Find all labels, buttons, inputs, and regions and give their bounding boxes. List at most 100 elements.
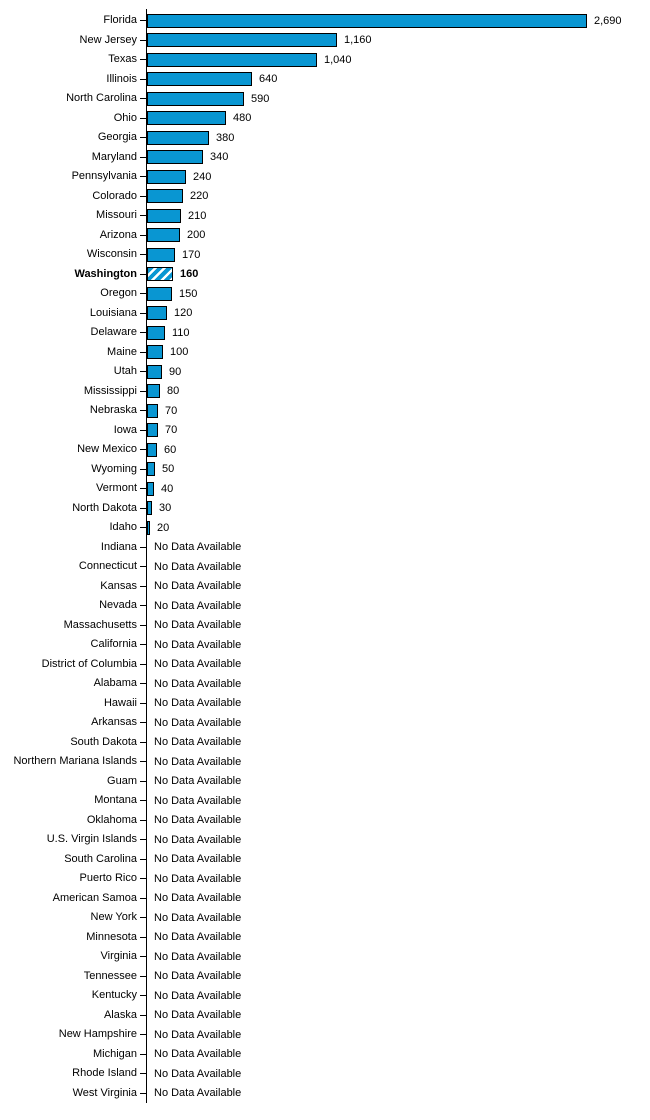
state-bar[interactable] <box>147 91 244 106</box>
state-bar[interactable] <box>147 228 180 243</box>
chart-row: West Virginia No Data Available <box>0 1084 650 1104</box>
state-bar[interactable] <box>147 384 160 399</box>
tick-mark-icon <box>140 605 146 607</box>
state-bar[interactable] <box>147 286 172 301</box>
state-label: Alabama <box>93 677 137 690</box>
no-data-label: No Data Available <box>154 560 242 573</box>
value-label: 210 <box>188 209 207 222</box>
state-bar[interactable] <box>147 306 167 321</box>
value-label: 120 <box>174 307 193 320</box>
tick-mark-icon <box>140 176 146 178</box>
tick-mark-icon <box>140 624 146 626</box>
value-label: 110 <box>172 326 190 339</box>
value-label: 2,690 <box>594 14 622 27</box>
tick-mark-icon <box>140 156 146 158</box>
state-label: Georgia <box>97 131 137 144</box>
state-label: New Jersey <box>79 33 137 46</box>
state-label: Washington <box>74 267 137 280</box>
chart-row: Wyoming 50 <box>0 460 650 480</box>
chart-row: Guam No Data Available <box>0 772 650 792</box>
state-bar[interactable] <box>147 33 337 48</box>
state-label: Minnesota <box>86 930 137 943</box>
no-data-label: No Data Available <box>154 1009 242 1022</box>
bar-area: No Data Available <box>147 1087 650 1099</box>
no-data-label: No Data Available <box>154 755 242 768</box>
tick-mark-icon <box>140 234 146 236</box>
chart-row: Nebraska 70 <box>0 401 650 421</box>
state-label: California <box>90 638 137 651</box>
state-bar[interactable] <box>147 130 209 145</box>
state-label: Indiana <box>100 540 137 553</box>
bar-area: 50 <box>147 462 650 477</box>
state-bar[interactable] <box>147 325 165 340</box>
chart-row: New Mexico 60 <box>0 440 650 460</box>
state-bar[interactable] <box>147 442 157 457</box>
bar-area: 590 <box>147 91 650 106</box>
state-bar[interactable] <box>147 52 317 67</box>
bar-area: No Data Available <box>147 600 650 612</box>
tick-mark-icon <box>140 819 146 821</box>
state-label: U.S. Virgin Islands <box>46 833 137 846</box>
bar-area: No Data Available <box>147 561 650 573</box>
chart-row: Colorado 220 <box>0 187 650 207</box>
no-data-label: No Data Available <box>154 697 242 710</box>
chart-row: Northern Mariana Islands No Data Availab… <box>0 752 650 772</box>
bar-area: No Data Available <box>147 1029 650 1041</box>
no-data-label: No Data Available <box>154 775 242 788</box>
state-bar[interactable] <box>147 111 226 126</box>
state-bar[interactable] <box>147 208 181 223</box>
tick-mark-icon <box>140 371 146 373</box>
state-label: American Samoa <box>52 891 137 904</box>
value-label: 340 <box>210 151 229 164</box>
tick-mark-icon <box>140 917 146 919</box>
state-label: New Hampshire <box>58 1028 137 1041</box>
state-label: Northern Mariana Islands <box>13 755 137 768</box>
bar-area: No Data Available <box>147 892 650 904</box>
bar-area: 110 <box>147 325 650 340</box>
no-data-label: No Data Available <box>154 677 242 690</box>
value-label: 380 <box>216 131 235 144</box>
chart-row: Washington 160 <box>0 265 650 285</box>
bar-area: No Data Available <box>147 619 650 631</box>
chart-row: Nevada No Data Available <box>0 596 650 616</box>
bar-area: 480 <box>147 111 650 126</box>
state-bar[interactable] <box>147 462 155 477</box>
state-bar[interactable] <box>147 520 150 535</box>
state-bar[interactable] <box>147 423 158 438</box>
state-bar[interactable] <box>147 364 162 379</box>
bar-area: 120 <box>147 306 650 321</box>
chart-row: Vermont 40 <box>0 479 650 499</box>
value-label: 1,040 <box>324 53 352 66</box>
bar-area: 40 <box>147 481 650 496</box>
state-bar[interactable] <box>147 13 587 28</box>
state-label: Tennessee <box>83 969 137 982</box>
state-label: Maryland <box>91 150 137 163</box>
chart-row: Maine 100 <box>0 343 650 363</box>
bar-area: No Data Available <box>147 873 650 885</box>
no-data-label: No Data Available <box>154 658 242 671</box>
bar-area: No Data Available <box>147 834 650 846</box>
state-bar[interactable] <box>147 403 158 418</box>
state-bar[interactable] <box>147 72 252 87</box>
chart-row: U.S. Virgin Islands No Data Available <box>0 830 650 850</box>
state-bar[interactable] <box>147 189 183 204</box>
state-bar[interactable] <box>147 150 203 165</box>
value-label: 20 <box>157 521 170 534</box>
state-bar[interactable] <box>147 267 173 282</box>
chart-row: South Carolina No Data Available <box>0 850 650 870</box>
tick-mark-icon <box>140 78 146 80</box>
state-bar[interactable] <box>147 481 154 496</box>
bar-area: 220 <box>147 189 650 204</box>
state-bar[interactable] <box>147 345 163 360</box>
state-bar[interactable] <box>147 247 175 262</box>
state-label: New Mexico <box>77 443 137 456</box>
tick-mark-icon <box>140 312 146 314</box>
state-label: Arizona <box>99 228 137 241</box>
value-label: 80 <box>167 385 180 398</box>
value-label: 70 <box>165 404 178 417</box>
state-label: Rhode Island <box>72 1067 137 1080</box>
chart-row: Puerto Rico No Data Available <box>0 869 650 889</box>
state-bar[interactable] <box>147 501 152 516</box>
value-label: 170 <box>182 248 201 261</box>
state-bar[interactable] <box>147 169 186 184</box>
